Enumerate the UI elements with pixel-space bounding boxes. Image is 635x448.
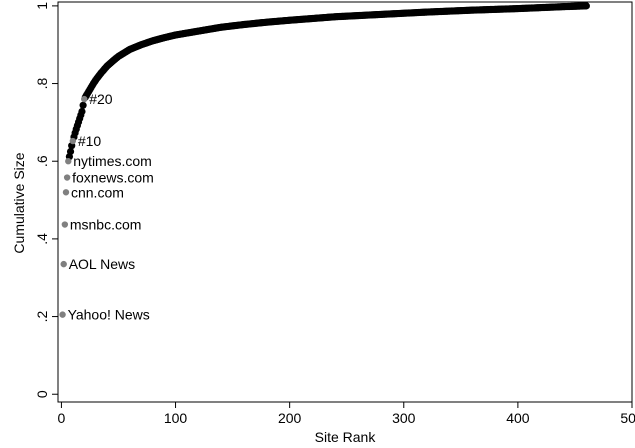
x-tick-label: 0 xyxy=(58,410,66,426)
y-axis: 0 .2 .4 .6 .8 1 xyxy=(34,2,58,398)
point-label: foxnews.com xyxy=(72,170,154,186)
y-tick-label: 0 xyxy=(34,390,50,398)
point-label: #10 xyxy=(78,133,102,149)
data-point xyxy=(78,107,86,116)
y-tick-label: .2 xyxy=(34,311,50,323)
y-tick-label: .6 xyxy=(34,155,50,167)
x-tick-label: 300 xyxy=(392,410,416,426)
point-label: cnn.com xyxy=(71,184,124,200)
x-tick-label: 100 xyxy=(164,410,188,426)
point-label: Yahoo! News xyxy=(68,307,150,323)
x-axis-title: Site Rank xyxy=(315,429,377,445)
highlighted-point xyxy=(81,95,88,103)
y-axis-title: Cumulative Size xyxy=(11,152,27,253)
point-label: AOL News xyxy=(69,256,135,272)
data-point xyxy=(582,2,590,10)
highlighted-point xyxy=(60,260,67,268)
data-point xyxy=(79,101,87,109)
x-tick-label: 500 xyxy=(620,410,635,426)
highlighted-point xyxy=(59,311,66,318)
highlighted-point xyxy=(63,174,71,181)
highlighted-point xyxy=(65,158,72,165)
y-tick-label: 1 xyxy=(34,2,50,10)
highlighted-point xyxy=(61,221,69,228)
y-tick-label: .8 xyxy=(34,78,50,90)
point-annotations: Yahoo! News AOL News msnbc.com cnn.comfoxne… xyxy=(68,91,154,323)
point-label: nytimes.com xyxy=(73,153,152,169)
point-label: #20 xyxy=(89,91,113,107)
data-points xyxy=(59,2,590,318)
point-label: msnbc.com xyxy=(70,217,142,233)
highlighted-point xyxy=(62,189,70,196)
highlighted-point xyxy=(69,137,77,145)
plot-frame xyxy=(57,1,633,403)
x-axis: 0 100 200 300 400 500 xyxy=(58,402,635,426)
x-tick-label: 200 xyxy=(278,410,302,426)
x-tick-label: 400 xyxy=(506,410,530,426)
data-point xyxy=(66,147,75,156)
y-tick-label: .4 xyxy=(34,233,50,245)
